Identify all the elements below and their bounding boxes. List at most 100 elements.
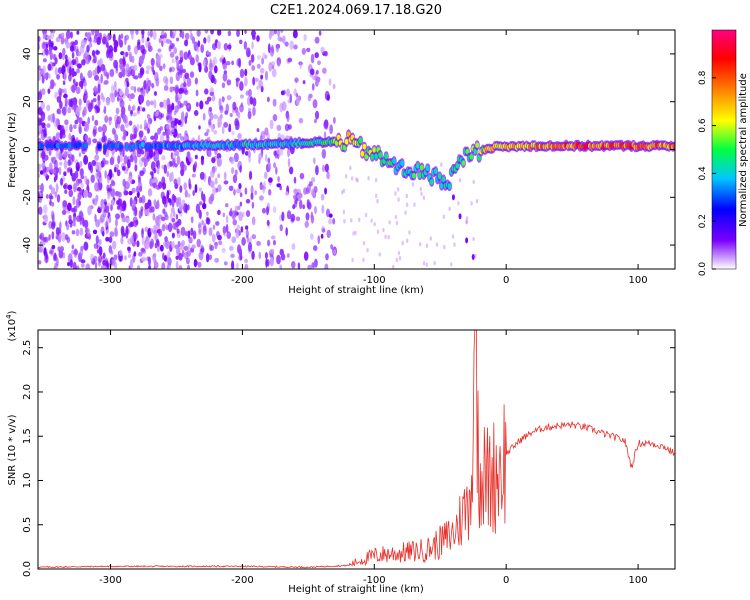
spectrogram-cell (139, 70, 144, 78)
spectrogram-cell (294, 77, 299, 83)
spectrogram-cell (189, 30, 193, 34)
spectrogram-cell (179, 185, 183, 193)
spectrogram-cell (161, 176, 166, 187)
spectrogram-cell (313, 157, 316, 165)
spectrogram-cell (175, 214, 179, 220)
spectrogram-cell (174, 183, 179, 190)
spectrogram-cell (344, 138, 349, 145)
spectrogram-cell (163, 255, 168, 262)
spectrogram-cell (474, 253, 477, 259)
spectrogram-cell (264, 54, 268, 60)
spectrogram-cell (320, 233, 324, 239)
spectrogram-cell (122, 56, 126, 66)
spectrogram-cell (154, 242, 158, 249)
spectrogram-cell (59, 221, 62, 230)
spectrogram-cell (76, 265, 80, 269)
spectrogram-cell (419, 164, 424, 171)
spectrogram-cell (49, 113, 55, 123)
spectrogram-cell (83, 154, 89, 165)
spectrogram-cell (175, 260, 179, 269)
spectrogram-cell (172, 211, 176, 218)
spectrogram-cell (169, 198, 173, 206)
spectrogram-cell (111, 142, 116, 148)
spectrogram-cell (165, 124, 171, 131)
spectrogram-cell (93, 243, 99, 250)
spectrogram-cell (324, 263, 329, 269)
spectrogram-cell (59, 91, 62, 99)
spectrogram-cell (266, 96, 270, 103)
spectrogram-cell (269, 46, 275, 57)
spectrogram-cell (405, 202, 409, 207)
spectrogram-cell (76, 63, 82, 69)
spectrogram-cell (135, 30, 139, 35)
spectrogram-cell (206, 217, 211, 225)
spectrogram-cell (139, 170, 145, 177)
spectrogram-cell (194, 183, 198, 194)
snr-frame (37, 329, 676, 570)
spectrogram-cell (158, 181, 163, 189)
spectrogram-cell (52, 46, 58, 51)
spectrogram-cell (106, 175, 110, 184)
spectrogram-cell (180, 111, 185, 121)
spectrogram-cell (274, 30, 277, 35)
spectrogram-cell (309, 68, 315, 76)
spectrogram-cell (110, 199, 115, 206)
spectrogram-cell (80, 81, 84, 90)
spectrogram-cell (75, 215, 81, 223)
spectrogram-cell (136, 240, 140, 248)
spectrogram-cell (299, 172, 305, 180)
spectrogram-cell (147, 188, 153, 197)
spectrogram-cell (63, 159, 68, 170)
spectrogram-cell (232, 174, 238, 184)
spectrogram-cell (171, 58, 175, 64)
spectrogram-cell (192, 189, 195, 197)
spectrogram-cell (314, 36, 320, 44)
spectrogram-cell (75, 81, 79, 87)
spectrogram-cell (126, 81, 130, 88)
spectrogram-cell (420, 191, 423, 197)
spectrogram-cell (280, 30, 284, 33)
spectrogram-cell (83, 190, 88, 198)
spectrogram-cell (166, 189, 170, 200)
spectrogram-cell (98, 255, 103, 263)
spectrogram-cell (68, 98, 73, 108)
spectrogram-cell (120, 124, 125, 132)
spectrogram-cell (160, 216, 166, 222)
spectrogram-cell (264, 127, 269, 136)
colorbar-tick-label: 0.8 (698, 70, 708, 85)
spectrogram-cell (174, 86, 179, 95)
spectrogram-cell (139, 124, 143, 130)
spectrogram-cell (105, 236, 110, 242)
spectrogram-cell (219, 114, 223, 119)
spectrogram-cell (234, 169, 238, 176)
spectrogram-cell (111, 180, 116, 187)
spectrogram-cell (238, 247, 243, 257)
spectrogram-cell (132, 112, 137, 117)
spectrogram-cell (289, 40, 294, 50)
spectrogram-cell (102, 203, 105, 211)
spectrogram-cell (231, 260, 235, 269)
spectrogram-cell (104, 220, 109, 227)
spectrogram-cell (128, 120, 133, 126)
spectrogram-cell (66, 202, 72, 212)
spectrogram-cell (68, 132, 72, 141)
spectrogram-x-tick-label: -300 (99, 275, 122, 286)
spectrogram-cell (307, 201, 312, 210)
spectrogram-cell (56, 257, 59, 267)
spectrogram-cell (95, 105, 100, 114)
spectrogram-cell (413, 202, 416, 207)
spectrogram-cell (144, 226, 148, 233)
spectrogram-cell (298, 117, 304, 124)
spectrogram-cell (222, 212, 226, 218)
spectrogram-cell (323, 131, 327, 139)
spectrogram-cell (175, 55, 179, 61)
spectrogram-x-tick-label: -100 (363, 275, 386, 286)
spectrogram-cell (166, 38, 170, 43)
spectrogram-cell (147, 30, 151, 37)
spectrogram-cell (181, 199, 186, 205)
spectrogram-cell (84, 134, 89, 141)
spectrogram-cell (71, 173, 77, 182)
spectrogram-cell (397, 197, 400, 202)
spectrogram-cell (139, 130, 144, 138)
spectrogram-cell (238, 183, 242, 190)
